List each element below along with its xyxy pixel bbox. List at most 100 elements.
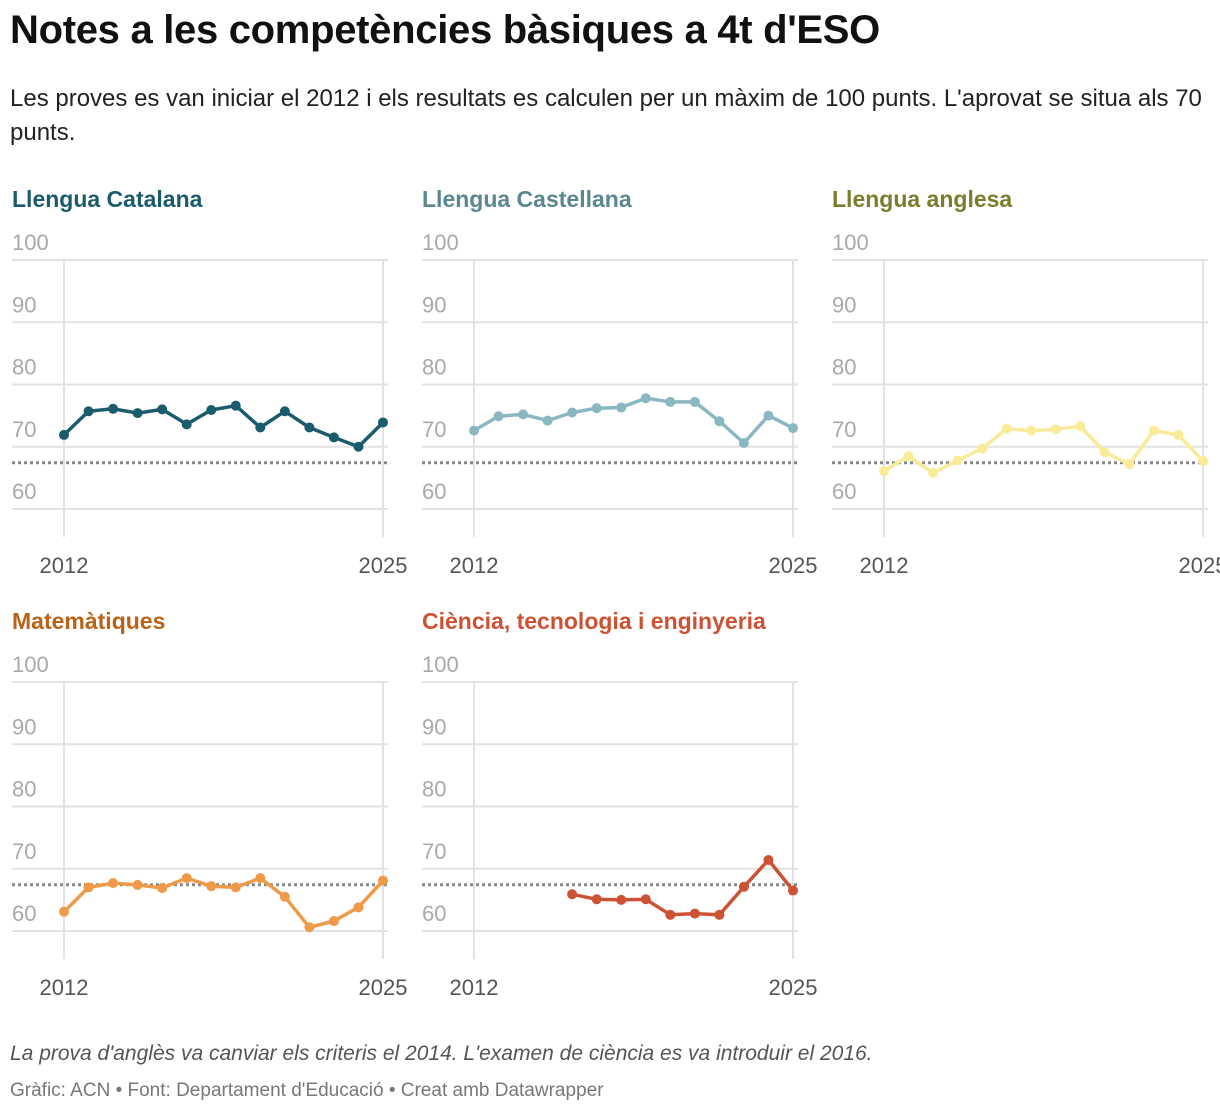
data-point: [181, 419, 192, 430]
x-tick-label: 2012: [450, 553, 499, 578]
data-point: [157, 883, 168, 894]
data-point: [1026, 425, 1037, 436]
data-point: [1099, 447, 1110, 458]
data-point: [738, 438, 749, 449]
chart-note: La prova d'anglès va canviar els criteri…: [10, 1042, 873, 1065]
y-tick-label: 90: [422, 292, 446, 317]
data-point: [640, 894, 651, 905]
data-point: [1075, 421, 1086, 432]
data-point: [353, 902, 364, 913]
x-tick-label: 2012: [860, 553, 909, 578]
y-tick-label: 100: [12, 652, 49, 677]
data-point: [157, 404, 168, 415]
x-tick-label: 2025: [769, 553, 818, 578]
data-point: [1124, 459, 1135, 470]
data-point: [181, 873, 192, 884]
data-point: [567, 407, 578, 418]
data-point: [616, 402, 627, 413]
data-point: [1050, 424, 1061, 435]
y-tick-label: 80: [12, 355, 36, 380]
y-tick-label: 70: [422, 417, 446, 442]
y-tick-label: 100: [12, 230, 49, 255]
data-point: [1001, 423, 1012, 434]
panel-title: Llengua Castellana: [422, 186, 632, 212]
y-tick-label: 70: [12, 417, 36, 442]
y-tick-label: 90: [12, 292, 36, 317]
data-point: [1173, 429, 1184, 440]
data-point: [328, 916, 339, 927]
data-point: [378, 875, 388, 886]
data-point: [665, 396, 676, 407]
data-point: [132, 879, 143, 890]
data-point: [542, 415, 553, 426]
data-point: [1148, 425, 1159, 436]
data-point: [279, 406, 290, 417]
series-line: [472, 396, 795, 445]
series-line: [570, 858, 795, 917]
x-tick-label: 2012: [40, 975, 89, 1000]
x-tick-label: 2012: [450, 975, 499, 1000]
chart-title: Notes a les competències bàsiques a 4t d…: [10, 8, 880, 52]
x-tick-label: 2012: [40, 553, 89, 578]
data-point: [255, 873, 266, 884]
data-point: [518, 409, 529, 420]
data-point: [378, 417, 388, 428]
y-tick-label: 100: [832, 230, 869, 255]
data-point: [928, 467, 939, 478]
data-point: [59, 429, 69, 440]
y-tick-label: 60: [422, 479, 446, 504]
data-point: [304, 422, 315, 433]
data-point: [230, 882, 241, 893]
panel-title: Ciència, tecnologia i enginyeria: [422, 608, 766, 634]
line-chart-panel: 60 70 80 90 100 2012 2025: [12, 652, 407, 1000]
data-point: [279, 891, 290, 902]
x-tick-label: 2025: [1179, 553, 1220, 578]
data-point: [206, 881, 217, 892]
data-point: [977, 443, 988, 454]
y-tick-label: 60: [422, 901, 446, 926]
line-chart-panel: 60 70 80 90 100 2012 2025: [422, 230, 817, 578]
data-point: [567, 889, 578, 900]
y-tick-label: 70: [12, 839, 36, 864]
y-tick-label: 90: [12, 714, 36, 739]
data-point: [353, 441, 364, 452]
y-tick-label: 60: [12, 901, 36, 926]
y-tick-label: 60: [12, 479, 36, 504]
data-point: [108, 403, 119, 414]
data-point: [952, 455, 963, 466]
data-point: [206, 405, 217, 416]
data-point: [616, 894, 627, 905]
data-point: [640, 393, 651, 404]
panel-title: Matemàtiques: [12, 608, 166, 634]
y-tick-label: 60: [832, 479, 856, 504]
data-point: [714, 909, 725, 920]
y-tick-label: 100: [422, 652, 459, 677]
data-point: [83, 882, 94, 893]
y-tick-label: 80: [422, 777, 446, 802]
data-point: [788, 423, 798, 434]
x-tick-label: 2025: [359, 553, 408, 578]
data-point: [788, 885, 798, 896]
data-point: [763, 855, 774, 866]
y-tick-label: 70: [422, 839, 446, 864]
data-point: [689, 396, 700, 407]
data-point: [903, 451, 914, 462]
data-point: [879, 466, 889, 477]
x-tick-label: 2025: [359, 975, 408, 1000]
chart-subtitle: Les proves es van iniciar el 2012 i els …: [10, 85, 1202, 146]
y-tick-label: 80: [832, 355, 856, 380]
y-tick-label: 80: [12, 777, 36, 802]
data-point: [714, 416, 725, 427]
panel-title: Llengua anglesa: [832, 186, 1013, 212]
y-tick-label: 70: [832, 417, 856, 442]
data-point: [738, 881, 749, 892]
line-chart-panel: 60 70 80 90 100 2012 2025: [12, 230, 407, 578]
data-point: [1198, 456, 1208, 467]
x-tick-label: 2025: [769, 975, 818, 1000]
y-tick-label: 90: [422, 714, 446, 739]
data-point: [763, 410, 774, 421]
data-point: [304, 922, 315, 933]
panel-title: Llengua Catalana: [12, 186, 203, 212]
data-point: [83, 406, 94, 417]
data-point: [689, 908, 700, 919]
